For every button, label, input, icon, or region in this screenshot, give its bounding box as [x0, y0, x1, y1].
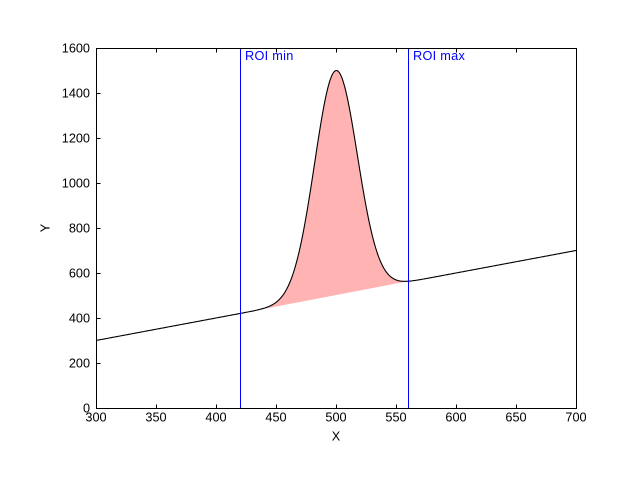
svg-text:ROI max: ROI max [413, 49, 466, 63]
svg-text:X: X [332, 430, 341, 444]
svg-text:500: 500 [325, 411, 346, 425]
svg-text:Y: Y [38, 223, 52, 232]
svg-text:ROI min: ROI min [245, 49, 294, 63]
svg-text:800: 800 [69, 221, 90, 235]
svg-text:350: 350 [145, 411, 166, 425]
svg-text:0: 0 [83, 401, 90, 415]
svg-text:600: 600 [445, 411, 466, 425]
svg-text:1400: 1400 [62, 86, 90, 100]
svg-text:450: 450 [265, 411, 286, 425]
svg-text:400: 400 [205, 411, 226, 425]
svg-text:550: 550 [385, 411, 406, 425]
svg-text:300: 300 [85, 411, 106, 425]
svg-text:400: 400 [69, 311, 90, 325]
svg-text:700: 700 [565, 411, 586, 425]
svg-text:600: 600 [69, 266, 90, 280]
svg-text:200: 200 [69, 356, 90, 370]
svg-text:1000: 1000 [62, 176, 90, 190]
svg-text:1200: 1200 [62, 131, 90, 145]
svg-text:1600: 1600 [62, 41, 90, 55]
svg-text:650: 650 [505, 411, 526, 425]
